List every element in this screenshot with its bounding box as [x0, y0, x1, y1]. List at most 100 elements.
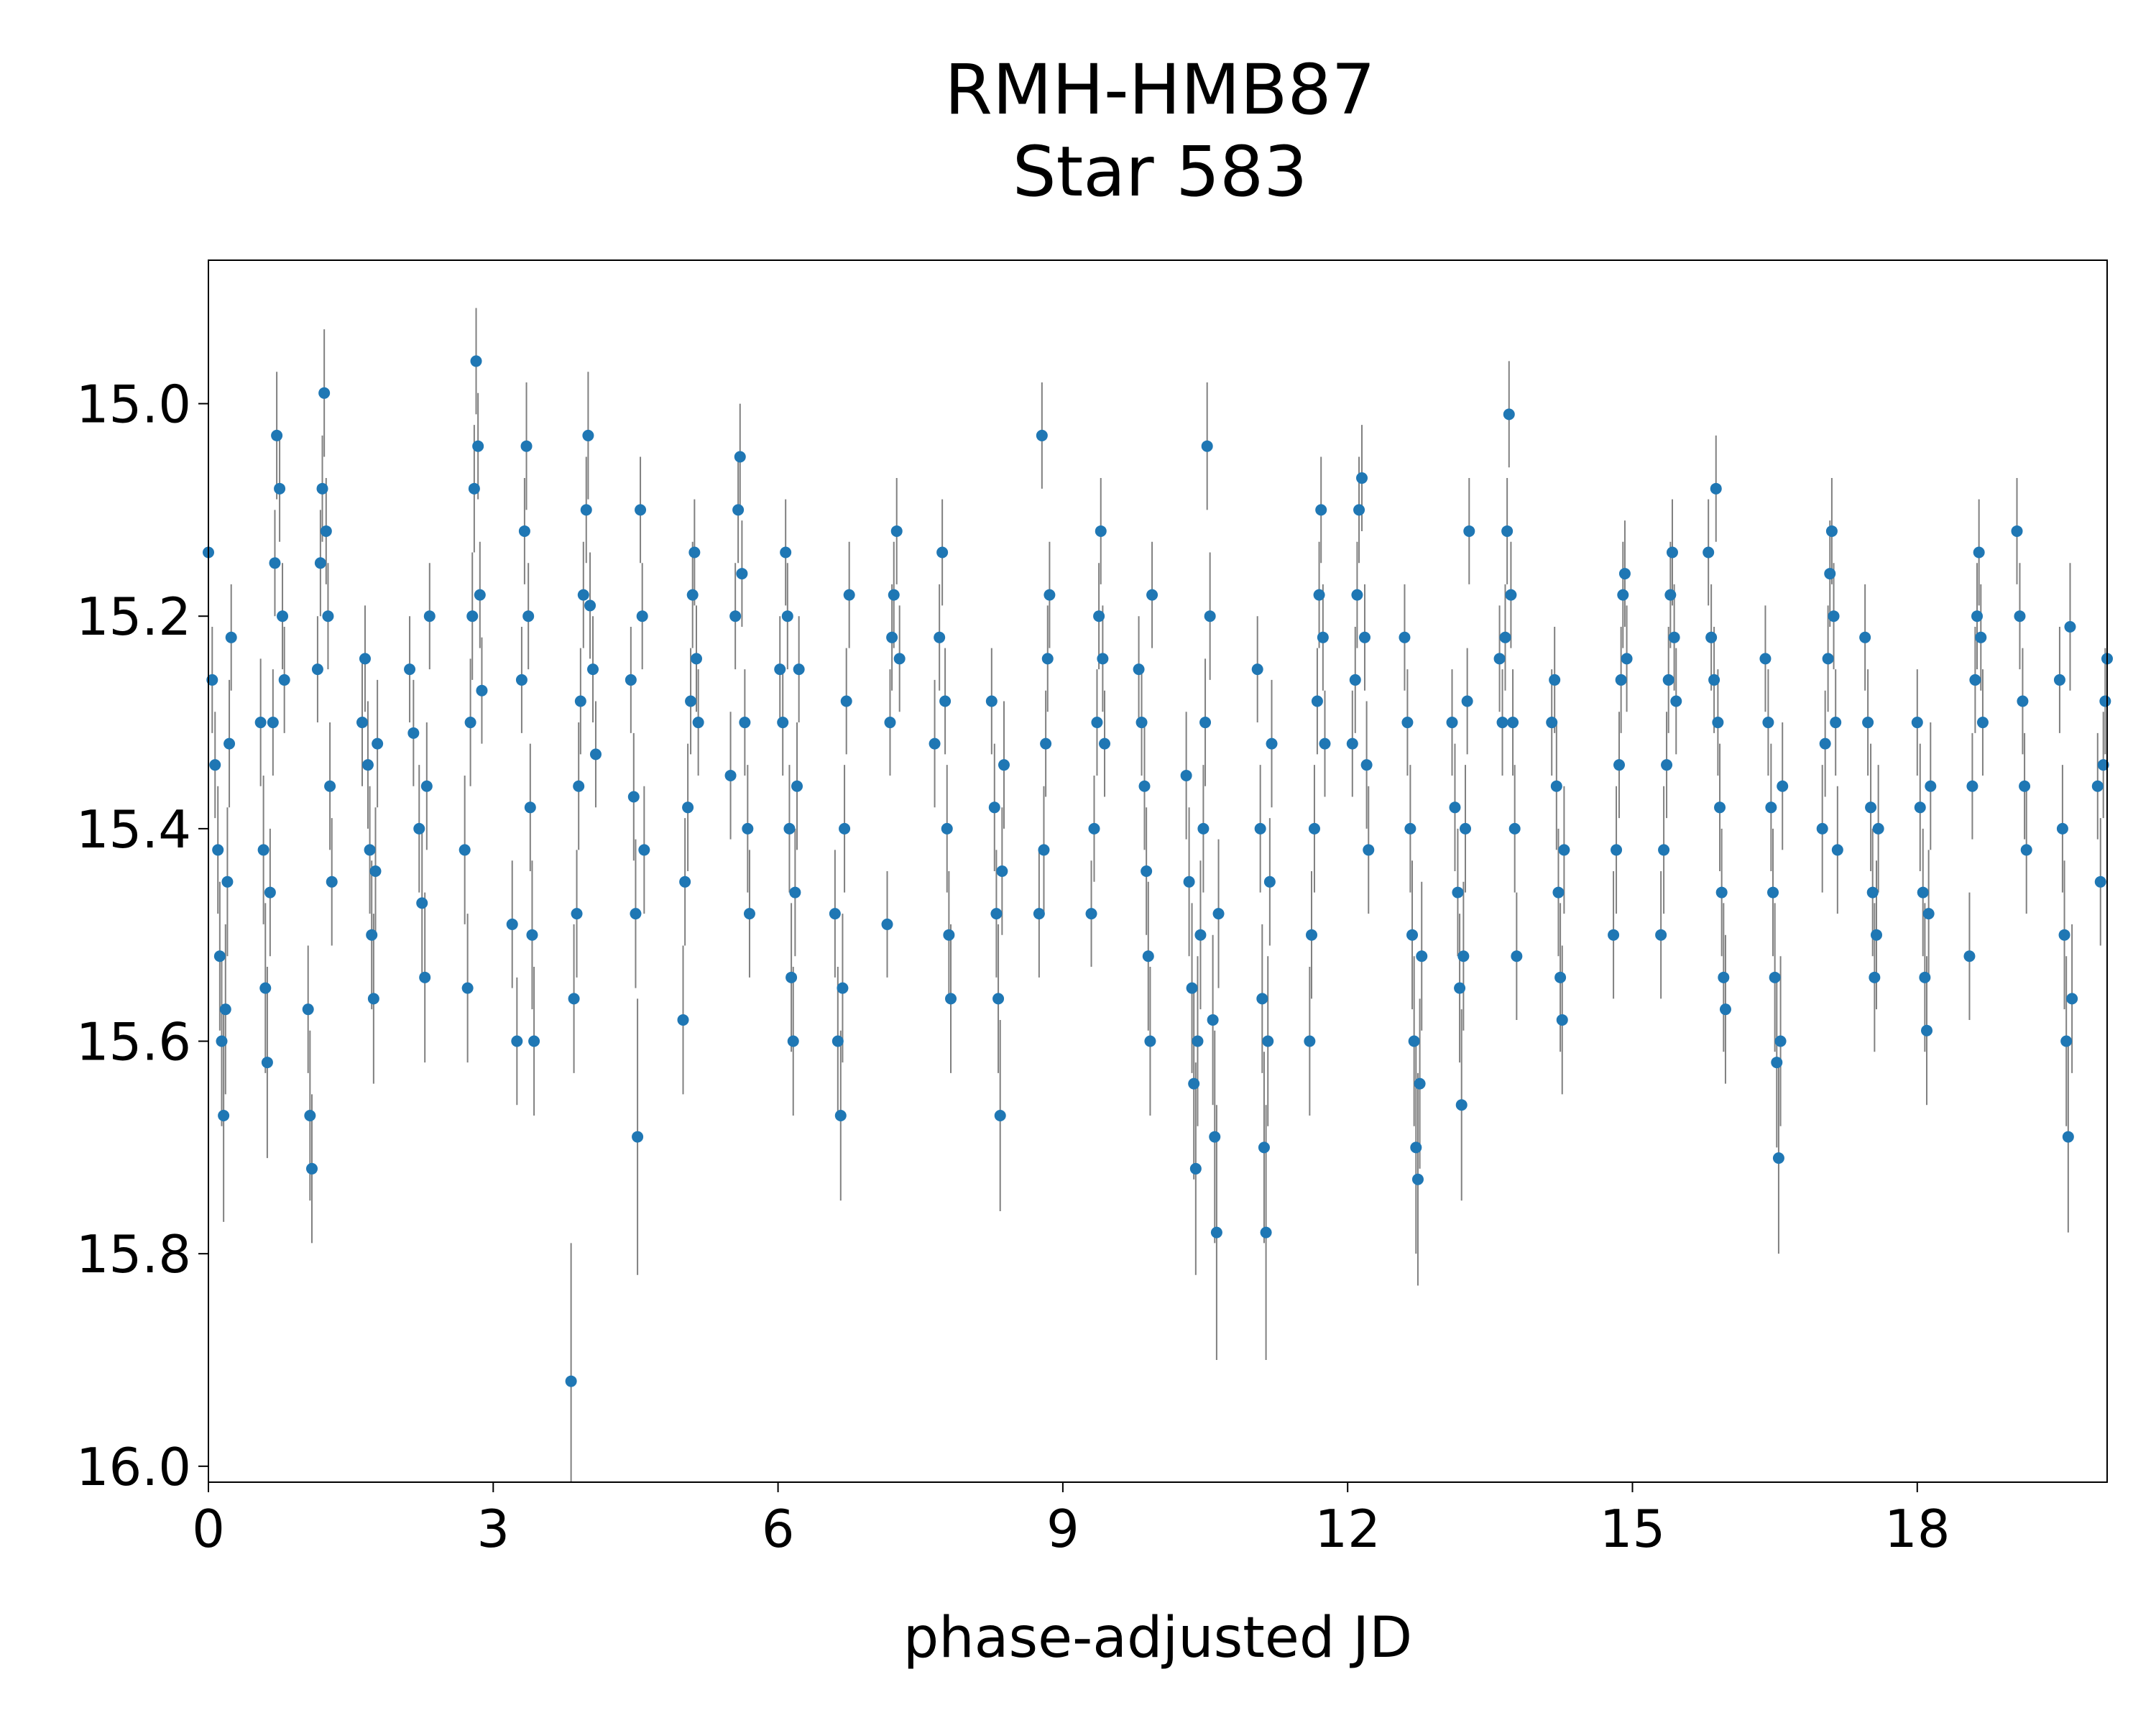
- data-point: [278, 674, 290, 686]
- data-point: [739, 717, 751, 729]
- data-point: [1816, 822, 1828, 835]
- data-point: [1457, 950, 1470, 962]
- data-point: [1718, 971, 1730, 983]
- data-point: [261, 1057, 273, 1069]
- data-point: [690, 653, 702, 665]
- data-point: [1508, 822, 1521, 835]
- data-point: [638, 844, 650, 856]
- data-point: [831, 1035, 844, 1047]
- data-point: [1869, 971, 1881, 983]
- data-point: [423, 610, 436, 622]
- data-point: [311, 663, 323, 676]
- data-point: [1095, 525, 1107, 537]
- data-point: [1971, 610, 1984, 622]
- data-point: [1455, 1099, 1468, 1111]
- data-point: [1866, 886, 1879, 899]
- data-point: [1197, 822, 1210, 835]
- data-point: [636, 610, 648, 622]
- data-point: [985, 695, 998, 707]
- data-point: [364, 844, 376, 856]
- data-point: [209, 759, 221, 771]
- data-point: [1460, 822, 1472, 835]
- data-point: [732, 504, 745, 516]
- data-point: [1207, 1014, 1219, 1026]
- y-axis-ticks: 15.0 15.2 15.4 15.6 15.8 16.0: [76, 374, 208, 1497]
- data-point: [939, 695, 952, 707]
- data-point: [1414, 1077, 1426, 1090]
- data-point: [257, 844, 270, 856]
- data-point: [682, 801, 694, 814]
- data-point: [881, 918, 893, 930]
- data-point: [791, 780, 803, 792]
- data-point: [1917, 886, 1929, 899]
- data-point: [1306, 929, 1318, 941]
- data-point: [1040, 737, 1052, 750]
- data-point: [511, 1035, 523, 1047]
- data-point: [1703, 546, 1715, 559]
- data-point: [1501, 525, 1514, 537]
- data-point: [372, 737, 384, 750]
- data-point: [213, 950, 226, 962]
- data-point: [886, 631, 898, 643]
- data-point: [1914, 801, 1926, 814]
- data-point: [1499, 631, 1511, 643]
- y-tick-label: 15.6: [76, 1012, 191, 1072]
- data-point: [1872, 822, 1884, 835]
- data-point: [1705, 631, 1718, 643]
- data-point: [1212, 908, 1225, 920]
- data-point: [416, 897, 428, 909]
- x-tick-label: 18: [1884, 1499, 1950, 1559]
- data-point: [1608, 929, 1620, 941]
- data-point: [1558, 844, 1570, 856]
- data-point: [1975, 631, 1987, 643]
- data-point: [1363, 844, 1375, 856]
- y-tick-label: 15.0: [76, 374, 191, 435]
- data-point: [1777, 780, 1789, 792]
- data-point: [1406, 929, 1419, 941]
- data-point: [890, 525, 903, 537]
- data-point: [1088, 822, 1100, 835]
- data-point: [1969, 674, 1981, 686]
- data-point: [1670, 695, 1682, 707]
- data-point: [1135, 717, 1148, 729]
- data-point: [679, 876, 691, 888]
- data-point: [2058, 929, 2070, 941]
- data-point: [1615, 674, 1627, 686]
- data-point: [565, 1375, 577, 1387]
- data-point: [587, 663, 599, 676]
- data-point: [1666, 546, 1678, 559]
- data-point: [1921, 1024, 1933, 1037]
- data-point: [1188, 1077, 1200, 1090]
- data-point: [686, 589, 699, 601]
- data-point: [839, 822, 851, 835]
- data-point: [269, 557, 281, 569]
- data-point: [1511, 950, 1523, 962]
- data-point: [1204, 610, 1216, 622]
- data-point: [1774, 1035, 1787, 1047]
- data-points: [203, 355, 2113, 1387]
- data-point: [1311, 695, 1323, 707]
- data-point: [1613, 759, 1626, 771]
- data-point: [1038, 844, 1050, 856]
- data-point: [1099, 737, 1111, 750]
- data-point: [359, 653, 371, 665]
- x-tick-label: 9: [1046, 1499, 1079, 1559]
- data-point: [1461, 695, 1473, 707]
- data-point: [1870, 929, 1882, 941]
- data-point: [992, 993, 1005, 1005]
- data-point: [267, 717, 279, 729]
- data-point: [1041, 653, 1054, 665]
- data-point: [461, 982, 474, 994]
- data-point: [1033, 908, 1045, 920]
- data-point: [1146, 589, 1158, 601]
- data-point: [324, 780, 336, 792]
- data-point: [692, 717, 704, 729]
- data-point: [274, 482, 286, 495]
- data-point: [843, 589, 855, 601]
- data-point: [1493, 653, 1506, 665]
- data-point: [988, 801, 1000, 814]
- data-point: [1973, 546, 1985, 559]
- data-point: [305, 1162, 318, 1175]
- data-point: [271, 429, 283, 441]
